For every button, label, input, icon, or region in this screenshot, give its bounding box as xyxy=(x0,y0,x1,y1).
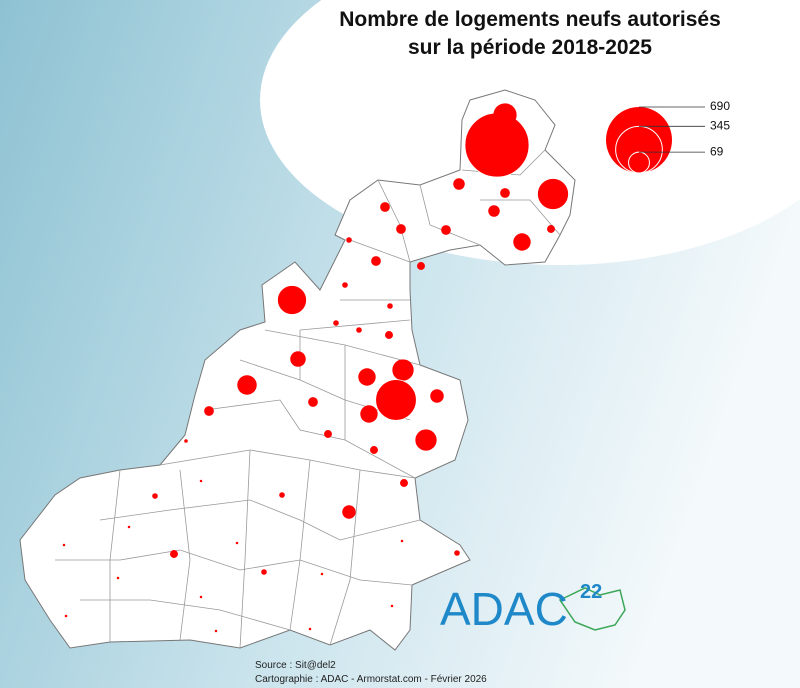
logo-number: 22 xyxy=(580,581,602,603)
symbol xyxy=(356,327,362,333)
legend: 690 345 69 xyxy=(606,99,730,174)
symbol xyxy=(375,379,417,421)
symbol xyxy=(396,224,406,234)
symbol xyxy=(116,576,120,580)
commune-boundaries xyxy=(55,149,561,649)
symbol xyxy=(308,397,318,407)
symbol xyxy=(199,595,203,599)
symbol xyxy=(333,320,339,326)
symbol xyxy=(488,205,500,217)
symbol xyxy=(279,492,285,498)
legend-label: 69 xyxy=(710,144,724,158)
symbol xyxy=(64,614,68,618)
symbol xyxy=(346,237,352,243)
map-title: Nombre de logements neufs autorisés sur l… xyxy=(339,8,721,59)
symbol xyxy=(342,282,348,288)
symbol xyxy=(417,262,425,270)
symbol xyxy=(380,202,390,212)
symbol xyxy=(537,178,569,210)
credits: Cartographie : ADAC - Armorstat.com - Fé… xyxy=(255,674,487,685)
symbol xyxy=(308,627,312,631)
symbol xyxy=(500,188,510,198)
symbol xyxy=(62,543,66,547)
symbol xyxy=(513,233,531,251)
symbol xyxy=(324,430,332,438)
symbol xyxy=(237,375,257,395)
symbol xyxy=(320,572,324,576)
symbol xyxy=(400,539,404,543)
symbol xyxy=(342,505,356,519)
symbol xyxy=(385,331,393,339)
symbol xyxy=(454,550,460,556)
symbols xyxy=(62,103,569,633)
source: Source : Sit@del2 xyxy=(255,660,336,671)
legend-circle xyxy=(606,107,672,173)
symbol xyxy=(290,351,306,367)
symbol xyxy=(261,569,267,575)
symbol xyxy=(360,405,378,423)
symbol xyxy=(547,225,555,233)
legend-label: 345 xyxy=(710,119,730,133)
logo-shape xyxy=(558,587,626,631)
symbol xyxy=(184,439,188,443)
symbol xyxy=(199,479,203,483)
symbol xyxy=(441,225,451,235)
territory xyxy=(19,89,576,651)
symbol xyxy=(152,493,158,499)
symbol xyxy=(415,429,437,451)
symbol xyxy=(453,178,465,190)
symbol xyxy=(358,368,376,386)
symbol xyxy=(127,525,131,529)
legend-label: 690 xyxy=(710,99,730,113)
symbol xyxy=(430,389,444,403)
symbol xyxy=(493,103,517,127)
symbol xyxy=(390,604,394,608)
symbol xyxy=(387,303,393,309)
symbol xyxy=(235,541,239,545)
symbol xyxy=(214,629,218,633)
symbol xyxy=(204,406,214,416)
symbol xyxy=(392,359,414,381)
symbol xyxy=(370,446,378,454)
symbol xyxy=(170,550,178,558)
symbol xyxy=(277,285,307,315)
logo-name: ADAC xyxy=(440,583,568,635)
symbol xyxy=(371,256,381,266)
symbol xyxy=(400,479,408,487)
